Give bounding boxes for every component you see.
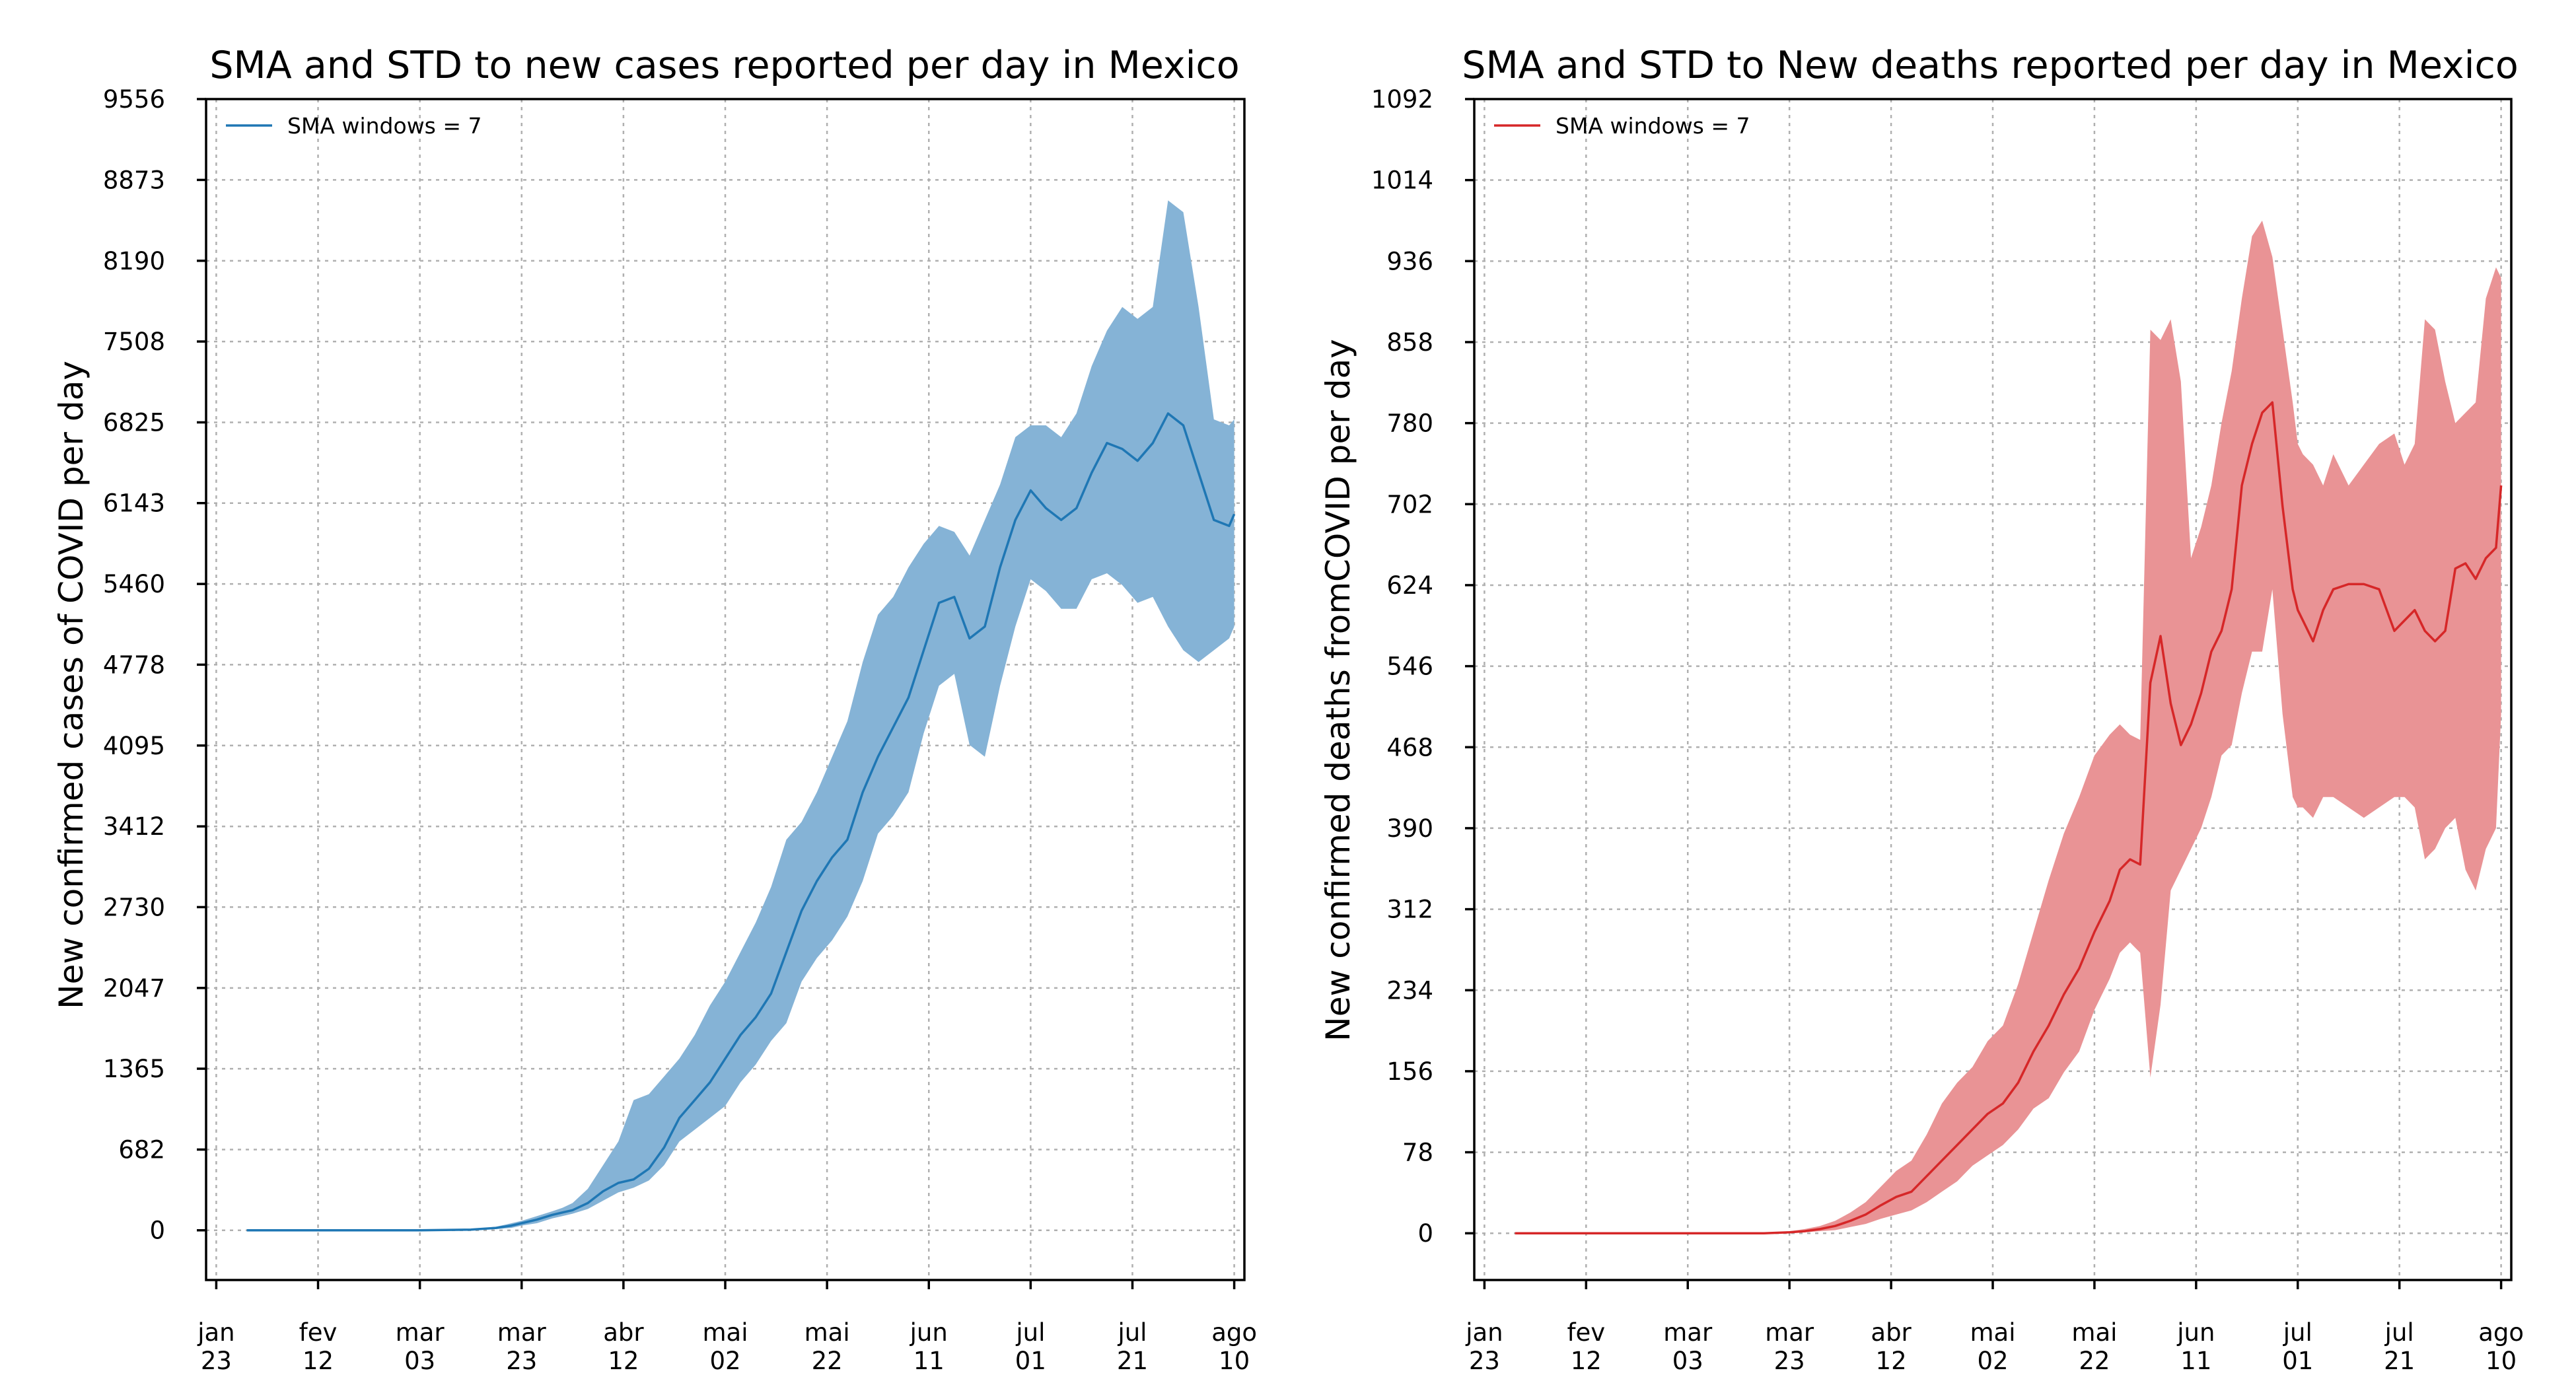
x-tick-label-month: mai — [703, 1318, 748, 1347]
y-tick-label: 702 — [1386, 490, 1433, 518]
y-tick-label: 8190 — [103, 247, 165, 275]
deaths-chart: SMA and STD to New deaths reported per d… — [1319, 44, 2524, 1375]
x-tick-label-day: 01 — [2282, 1347, 2313, 1375]
x-axis-ticks: jan23fev12mar03mar23abr12mai02mai22jun11… — [197, 1280, 1257, 1375]
y-tick-label: 7508 — [103, 328, 165, 356]
y-axis-ticks: 0 682 1365 2047 2730 3412 4095 4778 5460 6143 6825… — [103, 85, 206, 1245]
x-tick-label-day: 11 — [913, 1347, 945, 1375]
y-tick-label: 156 — [1386, 1057, 1433, 1086]
y-axis-ticks: 0 78 156 234 312 390 468 546 624 702 780 858 936 1014… — [1371, 85, 1474, 1248]
std-band — [246, 200, 1234, 1230]
cases-chart: SMA and STD to new cases reported per da… — [52, 44, 1257, 1375]
y-tick-label: 0 — [149, 1217, 165, 1245]
y-tick-label: 682 — [118, 1135, 165, 1164]
y-tick-label: 9556 — [103, 85, 165, 114]
x-tick-label-month: mar — [396, 1318, 445, 1347]
x-tick-label-day: 03 — [404, 1347, 435, 1375]
x-tick-label-month: mar — [1765, 1318, 1814, 1347]
y-tick-label: 780 — [1386, 409, 1433, 438]
x-tick-label-month: mar — [497, 1318, 547, 1347]
y-tick-label: 78 — [1402, 1139, 1433, 1167]
x-tick-label-day: 12 — [1876, 1347, 1907, 1375]
x-tick-label-month: mai — [1970, 1318, 2016, 1347]
x-tick-label-month: mai — [805, 1318, 850, 1347]
y-tick-label: 468 — [1386, 733, 1433, 762]
x-tick-label-day: 12 — [608, 1347, 639, 1375]
x-tick-label-day: 23 — [1774, 1347, 1805, 1375]
legend-label: SMA windows = 7 — [287, 113, 482, 139]
y-tick-label: 4095 — [103, 732, 165, 760]
chart-title: SMA and STD to New deaths reported per d… — [1462, 44, 2518, 87]
gridlines — [1474, 98, 2511, 1280]
sma-line-path — [1515, 401, 2503, 1234]
x-tick-label-month: ago — [2478, 1318, 2524, 1347]
std-band — [1515, 221, 2501, 1234]
x-tick-label-day: 23 — [201, 1347, 232, 1375]
y-tick-label: 234 — [1386, 976, 1433, 1005]
x-tick-label-month: abr — [1871, 1318, 1912, 1347]
x-tick-label-day: 11 — [2180, 1347, 2211, 1375]
y-tick-label: 624 — [1386, 571, 1433, 600]
sma-line — [1515, 401, 2503, 1234]
y-tick-label: 2730 — [103, 893, 165, 921]
x-tick-label-month: mar — [1663, 1318, 1713, 1347]
sma-line — [246, 412, 1236, 1232]
x-tick-label-month: ago — [1211, 1318, 1257, 1347]
x-tick-label-day: 21 — [2384, 1347, 2415, 1375]
y-tick-label: 6825 — [103, 408, 165, 437]
y-axis-label: New confirmed cases of COVID per day — [52, 361, 90, 1009]
x-tick-label-day: 12 — [303, 1347, 334, 1375]
y-axis-label: New confirmed deaths fromCOVID per day — [1319, 339, 1357, 1041]
x-tick-label-month: jan — [197, 1318, 234, 1347]
x-tick-label-month: jan — [1465, 1318, 1503, 1347]
y-tick-label: 2047 — [103, 974, 165, 1003]
legend: SMA windows = 7 — [226, 113, 482, 139]
legend: SMA windows = 7 — [1494, 113, 1750, 139]
y-tick-label: 546 — [1386, 653, 1433, 681]
x-tick-label-day: 23 — [1469, 1347, 1500, 1375]
y-tick-label: 6143 — [103, 489, 165, 518]
x-tick-label-month: jun — [910, 1318, 948, 1347]
x-tick-label-day: 02 — [1977, 1347, 2008, 1375]
x-tick-label-day: 21 — [1117, 1347, 1148, 1375]
legend-label: SMA windows = 7 — [1556, 113, 1750, 139]
chart-title: SMA and STD to new cases reported per da… — [209, 44, 1239, 87]
y-tick-label: 8873 — [103, 166, 165, 194]
x-tick-label-month: fev — [1567, 1318, 1605, 1347]
y-tick-label: 1365 — [103, 1055, 165, 1083]
y-tick-label: 936 — [1386, 247, 1433, 275]
x-tick-label-month: jul — [2384, 1318, 2414, 1347]
x-tick-label-month: mai — [2071, 1318, 2117, 1347]
x-tick-label-day: 10 — [1219, 1347, 1250, 1375]
std-band-area — [1515, 221, 2501, 1234]
y-tick-label: 0 — [1417, 1219, 1433, 1248]
y-tick-label: 3412 — [103, 812, 165, 841]
x-tick-label-day: 02 — [709, 1347, 740, 1375]
x-tick-label-month: abr — [603, 1318, 644, 1347]
x-tick-label-month: jul — [1117, 1318, 1147, 1347]
x-tick-label-day: 01 — [1015, 1347, 1046, 1375]
x-tick-label-month: jun — [2176, 1318, 2215, 1347]
sma-line-path — [246, 412, 1236, 1232]
x-tick-label-month: jul — [2283, 1318, 2312, 1347]
y-tick-label: 4778 — [103, 651, 165, 679]
x-tick-label-month: jul — [1015, 1318, 1045, 1347]
x-axis-ticks: jan23fev12mar03mar23abr12mai02mai22jun11… — [1465, 1280, 2524, 1375]
y-tick-label: 1092 — [1371, 85, 1433, 114]
y-tick-label: 858 — [1386, 328, 1433, 357]
x-tick-label-day: 22 — [812, 1347, 843, 1375]
y-tick-label: 1014 — [1371, 166, 1433, 195]
x-tick-label-day: 12 — [1571, 1347, 1602, 1375]
y-tick-label: 5460 — [103, 570, 165, 598]
x-tick-label-month: fev — [299, 1318, 338, 1347]
x-tick-label-day: 22 — [2079, 1347, 2110, 1375]
x-tick-label-day: 23 — [506, 1347, 537, 1375]
x-tick-label-day: 10 — [2486, 1347, 2517, 1375]
y-tick-label: 390 — [1386, 814, 1433, 843]
std-band-area — [246, 200, 1234, 1230]
x-tick-label-day: 03 — [1672, 1347, 1703, 1375]
y-tick-label: 312 — [1386, 896, 1433, 924]
